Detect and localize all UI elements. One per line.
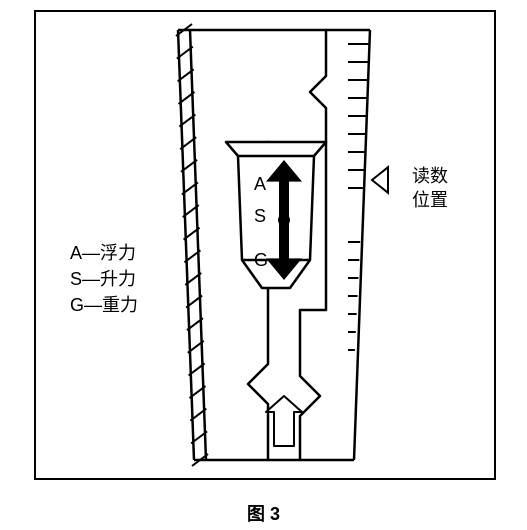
force-legend: A—浮力S—升力G—重力 — [70, 240, 138, 318]
force-label-G: G — [254, 250, 268, 270]
legend-line: S—升力 — [70, 266, 138, 292]
force-label-S: S — [254, 206, 266, 226]
marker-label-line: 读数 — [412, 164, 448, 188]
legend-line: G—重力 — [70, 292, 138, 318]
legend-line: A—浮力 — [70, 240, 138, 266]
reading-position-label: 读数位置 — [412, 164, 448, 212]
figure-caption: 图 3 — [0, 500, 527, 526]
reading-pointer-icon — [372, 167, 388, 193]
marker-label-line: 位置 — [412, 188, 448, 212]
inlet-arrow — [266, 396, 302, 446]
force-label-A: A — [254, 174, 266, 194]
